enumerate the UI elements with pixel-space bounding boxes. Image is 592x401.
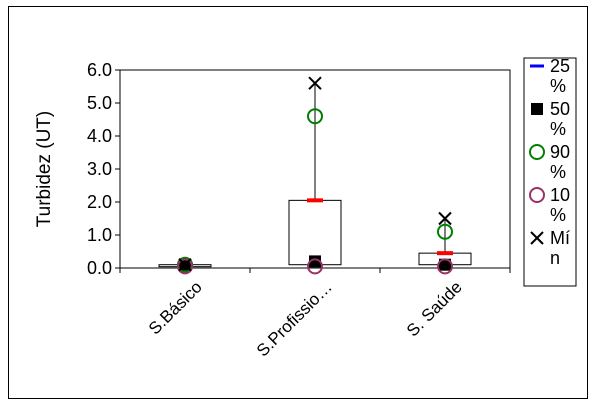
series-point-4-stroke: [178, 257, 192, 272]
x-tick-label: S. Saúde: [403, 277, 466, 340]
y-tick-label: 6.0: [87, 60, 112, 80]
legend-marker-stroke: [530, 231, 544, 245]
legend-label-line2: %: [550, 205, 566, 225]
legend-marker: [531, 103, 543, 115]
series-point-1: [309, 255, 321, 268]
y-axis: 0.0 1.0 2.0 3.0 4.0 5.0 6.0: [87, 60, 120, 278]
mean-marker: [437, 251, 453, 256]
legend-marker: [530, 231, 544, 245]
y-tick-label: 5.0: [87, 93, 112, 113]
legend-label-line2: %: [550, 76, 566, 96]
legend-label: Mí: [550, 228, 570, 248]
series-point-4: [178, 257, 192, 272]
legend-label: 10: [550, 185, 570, 205]
x-tick-label: S.Profissio…: [253, 277, 336, 360]
y-tick-label: 0.0: [87, 258, 112, 278]
y-tick-label: 1.0: [87, 225, 112, 245]
legend-label-line2: n: [550, 248, 560, 268]
series-point-2: [307, 108, 323, 125]
series-point-4: [308, 76, 322, 90]
series-point-3: [177, 258, 193, 275]
series-point-4: [438, 211, 452, 226]
series-point-1: [439, 258, 451, 271]
legend-label-line2: %: [550, 162, 566, 182]
y-axis-label: Turbidez (UT): [34, 111, 55, 227]
legend-marker: [530, 64, 544, 68]
y-tick-label: 4.0: [87, 126, 112, 146]
x-tick-label: S.Básico: [145, 277, 206, 338]
y-tick-label: 3.0: [87, 159, 112, 179]
y-tick-label: 2.0: [87, 192, 112, 212]
series-point-4-stroke: [438, 211, 452, 226]
legend-marker: [529, 144, 545, 160]
series-point-2: [437, 223, 453, 240]
legend: 25%50%90%10%Mín: [523, 56, 577, 287]
legend-marker: [529, 187, 545, 203]
box: [288, 199, 342, 266]
mean-marker: [307, 198, 323, 203]
series-point-3: [307, 258, 323, 275]
legend-label: 50: [550, 99, 570, 119]
x-axis: S.Básico S.Profissio… S. Saúde: [119, 268, 511, 360]
chart-marks: [158, 76, 472, 275]
legend-label-line2: %: [550, 119, 566, 139]
legend-label: 25: [550, 56, 570, 76]
series-point-3: [437, 258, 453, 275]
legend-label: 90: [550, 142, 570, 162]
series-point-4-stroke: [308, 76, 322, 90]
legend-box: [523, 57, 577, 287]
